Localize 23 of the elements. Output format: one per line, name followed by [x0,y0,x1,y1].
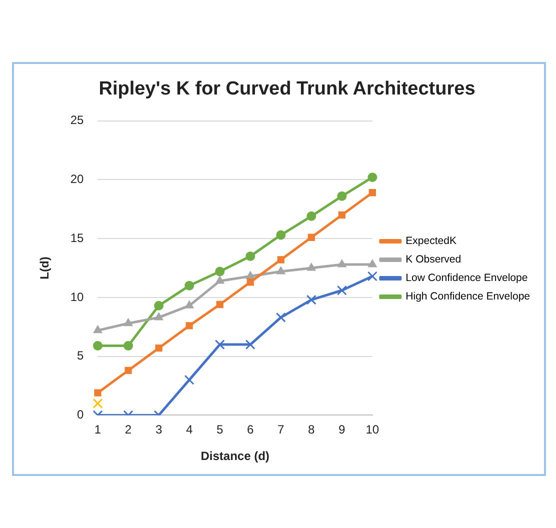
x-tick-label: 6 [247,422,254,437]
x-tick-label: 7 [278,422,285,437]
x-tick-label: 8 [308,422,316,437]
y-tick-label: 25 [70,113,84,128]
x-tick-label: 9 [338,422,346,437]
legend-label: K Observed [406,254,462,266]
y-axis-title: L(d) [38,256,52,280]
x-tick-label: 2 [124,422,132,437]
x-axis-title: Distance (d) [200,449,270,464]
x-tick-label: 4 [186,422,193,437]
chart-title: Ripley's K for Curved Trunk Architectures [98,78,476,100]
legend-label: High Confidence Envelope [406,290,530,303]
y-tick-label: 5 [77,348,84,363]
x-tick-label: 5 [216,422,224,437]
x-tick-label: 3 [155,422,162,437]
legend-label: Low Confidence Envelope [406,272,528,284]
y-tick-label: 10 [70,290,84,304]
legend-label: ExpectedK [406,235,456,248]
y-tick-label: 0 [77,408,84,422]
y-tick-label: 20 [70,172,84,186]
x-tick-label: 1 [94,422,102,437]
x-tick-label: 10 [366,422,380,437]
y-tick-label: 15 [70,230,84,245]
